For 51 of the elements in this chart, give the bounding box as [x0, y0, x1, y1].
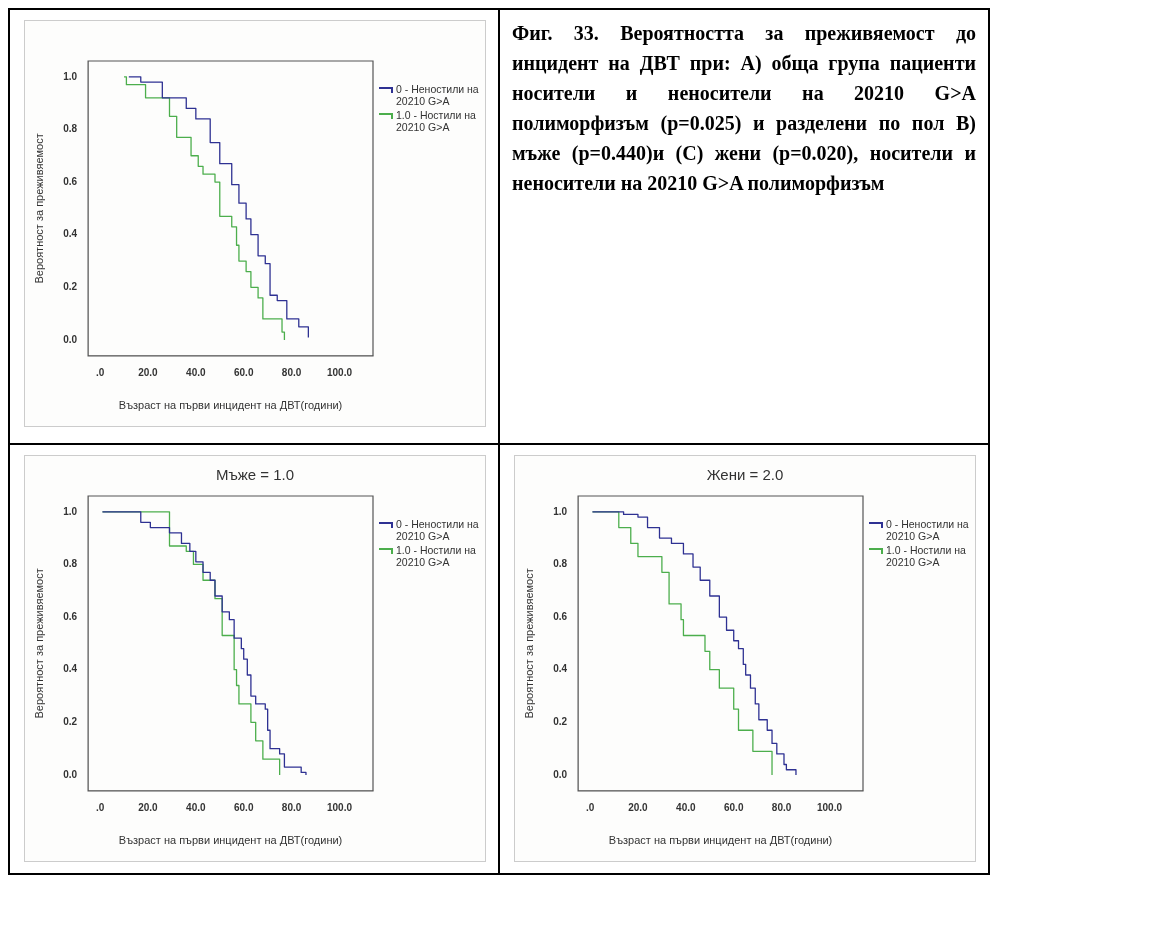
x-axis-title: Възраст на първи инцидент на ДВТ(години) [118, 834, 343, 847]
legend-label: 0 - Неностили на 20210 G>A [396, 518, 479, 542]
y-tick-label: 0.6 [63, 610, 78, 622]
y-tick-label: 1.0 [553, 505, 568, 517]
y-tick-label: 1.0 [63, 505, 78, 517]
x-tick-label: 60.0 [233, 801, 254, 813]
y-tick-label: 0.4 [63, 663, 78, 675]
y-tick-label: 0.0 [63, 333, 78, 345]
x-tick-label: 80.0 [771, 801, 792, 813]
y-axis-title: Вероятност за преживяемост [522, 568, 535, 719]
y-tick-label: 0.8 [63, 558, 78, 570]
y-tick-label: 0.8 [63, 123, 78, 135]
legend-label: 0 - Неностили на 20210 G>A [886, 518, 969, 542]
y-tick-label: 0.2 [63, 716, 78, 728]
y-tick-label: 1.0 [63, 70, 78, 82]
x-tick-label: 40.0 [186, 366, 206, 378]
x-tick-label: .0 [585, 801, 595, 813]
y-tick-label: 0.4 [63, 228, 78, 240]
y-tick-label: 0.6 [63, 175, 78, 187]
x-tick-label: 60.0 [233, 366, 254, 378]
legend-label: 0 - Неностили на 20210 G>A [396, 83, 479, 107]
x-tick-label: 80.0 [281, 366, 302, 378]
y-tick-label: 0.6 [553, 610, 568, 622]
x-tick-label: 60.0 [723, 801, 744, 813]
x-tick-label: 40.0 [676, 801, 696, 813]
chart-title: Жени = 2.0 [705, 466, 785, 485]
x-tick-label: 20.0 [628, 801, 649, 813]
x-axis-title: Възраст на първи инцидент на ДВТ(години) [608, 834, 833, 847]
x-tick-label: 20.0 [138, 366, 159, 378]
x-tick-label: 100.0 [816, 801, 843, 813]
x-tick-label: 80.0 [281, 801, 302, 813]
legend-label: 1.0 - Ностили на 20210 G>A [886, 544, 967, 568]
legend-label: 1.0 - Ностили на 20210 G>A [396, 544, 477, 568]
y-axis-title: Вероятност за преживяемост [32, 133, 45, 284]
y-tick-label: 0.4 [553, 663, 568, 675]
x-tick-label: .0 [95, 366, 105, 378]
x-tick-label: 40.0 [186, 801, 206, 813]
y-axis-title: Вероятност за преживяемост [32, 568, 45, 719]
text: Фиг. 33. Вероятността за преживяемост до инцидент на ДВТ при: А) обща група пациенти носители и неносители на 20210 G>A полиморфизъм (p=0.025) и разделени по пол В) мъже (p=0.440)и (С) жени (p=0.020), носители и неносители на 20210 G>A полиморфизъм [511, 21, 977, 197]
y-tick-label: 0.0 [63, 768, 78, 780]
x-tick-label: 20.0 [138, 801, 159, 813]
x-tick-label: 100.0 [326, 801, 353, 813]
x-tick-label: 100.0 [326, 366, 353, 378]
legend-label: 1.0 - Ностили на 20210 G>A [396, 109, 477, 133]
y-tick-label: 0.8 [553, 558, 568, 570]
chart-title: Мъже = 1.0 [214, 466, 296, 485]
y-tick-label: 0.2 [63, 281, 78, 293]
x-axis-title: Възраст на първи инцидент на ДВТ(години) [118, 399, 343, 412]
x-tick-label: .0 [95, 801, 105, 813]
y-tick-label: 0.2 [553, 716, 568, 728]
y-tick-label: 0.0 [553, 768, 568, 780]
